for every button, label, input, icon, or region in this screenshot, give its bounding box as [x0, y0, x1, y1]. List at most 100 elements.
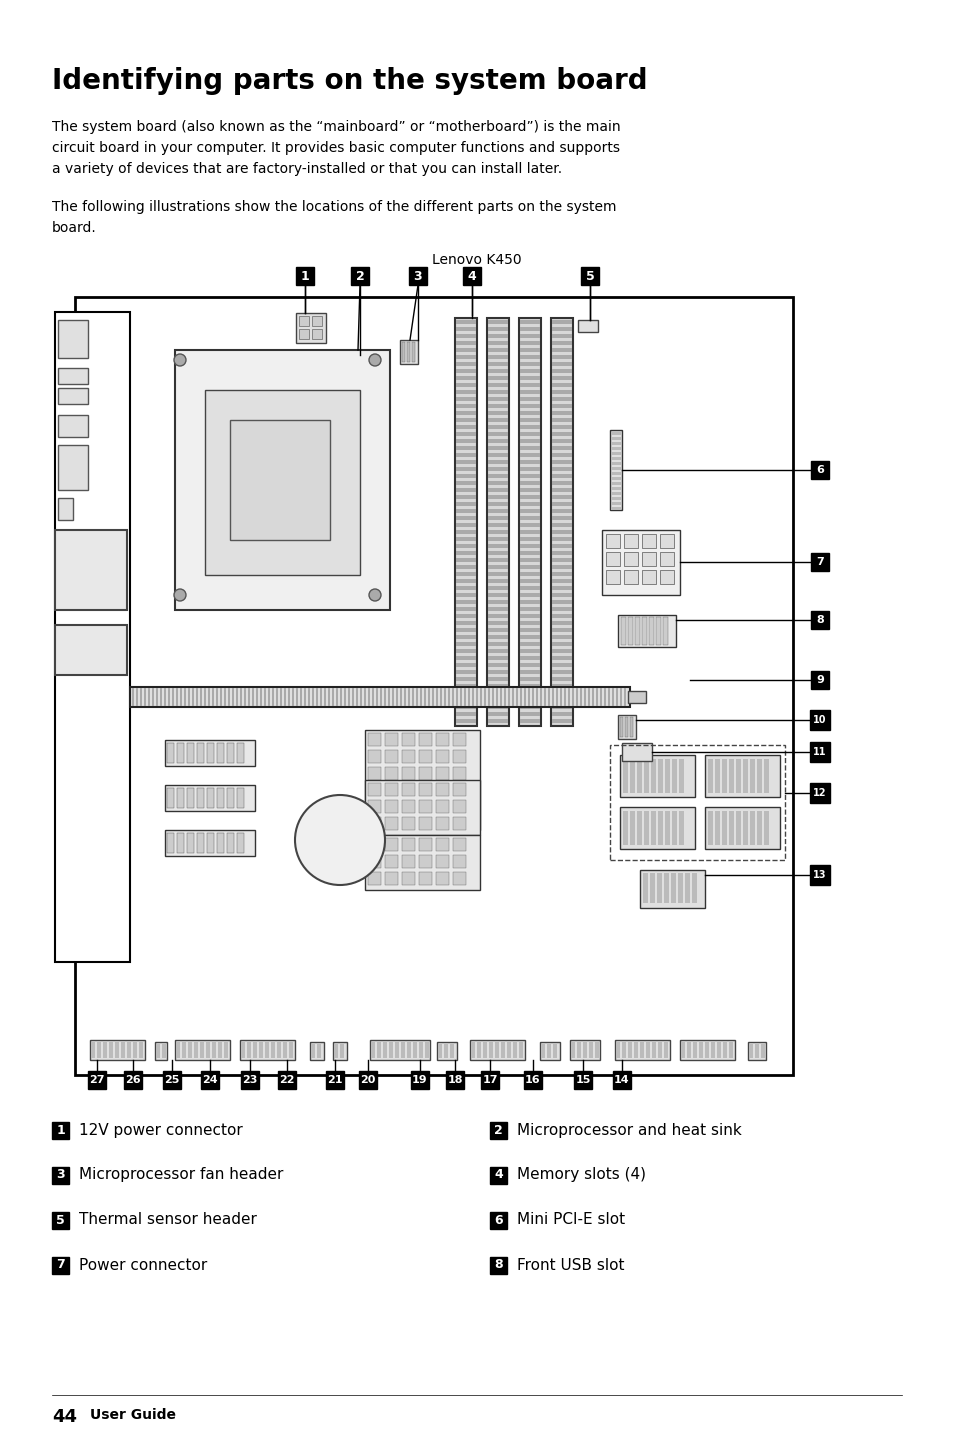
Bar [97, 1043, 101, 1059]
Bar [401, 838, 415, 851]
Text: 44: 44 [52, 1408, 77, 1426]
Bar [332, 688, 334, 706]
Bar [368, 800, 380, 813]
Bar [578, 319, 598, 333]
Bar [567, 688, 569, 706]
Bar [212, 1043, 215, 1059]
Text: 6: 6 [494, 1214, 502, 1227]
Bar [488, 369, 507, 373]
Bar [456, 391, 476, 393]
Bar [88, 1072, 106, 1089]
Bar [456, 510, 476, 513]
Bar [187, 788, 193, 807]
Bar [488, 698, 507, 701]
Bar [610, 486, 620, 489]
Bar [401, 343, 405, 362]
Bar [236, 833, 244, 852]
Bar [742, 812, 747, 845]
Bar [488, 530, 507, 534]
Bar [401, 733, 415, 746]
Bar [439, 688, 441, 706]
Bar [809, 865, 829, 886]
Bar [551, 318, 573, 726]
Bar [456, 649, 476, 653]
Bar [339, 688, 341, 706]
Bar [288, 688, 290, 706]
Bar [519, 677, 539, 681]
Text: 7: 7 [815, 558, 823, 566]
Bar [552, 468, 572, 470]
Text: 20: 20 [360, 1074, 375, 1085]
Bar [488, 439, 507, 443]
Bar [621, 743, 651, 761]
Bar [275, 688, 277, 706]
Bar [749, 812, 754, 845]
Bar [583, 688, 585, 706]
Bar [552, 481, 572, 485]
Bar [418, 767, 432, 780]
Bar [704, 1043, 708, 1059]
Bar [241, 1072, 258, 1089]
Bar [678, 873, 682, 903]
Bar [488, 677, 507, 681]
Bar [610, 472, 620, 475]
Bar [167, 833, 173, 852]
Text: Identifying parts on the system board: Identifying parts on the system board [52, 67, 647, 94]
Bar [488, 383, 507, 388]
Bar [519, 354, 539, 359]
Bar [519, 607, 539, 611]
Bar [428, 688, 430, 706]
Bar [488, 614, 507, 619]
Bar [453, 767, 465, 780]
Bar [552, 537, 572, 542]
Text: Microprocessor fan header: Microprocessor fan header [79, 1167, 283, 1182]
Text: 3: 3 [414, 270, 422, 283]
Bar [90, 1040, 145, 1060]
Bar [519, 698, 539, 701]
Bar [403, 688, 406, 706]
Bar [488, 719, 507, 723]
Bar [453, 838, 465, 851]
Bar [552, 433, 572, 436]
Bar [488, 649, 507, 653]
Bar [623, 552, 638, 566]
Bar [456, 327, 476, 331]
Bar [714, 812, 720, 845]
Bar [662, 617, 667, 645]
Bar [559, 688, 561, 706]
Bar [368, 784, 380, 797]
Bar [55, 312, 130, 963]
Bar [260, 688, 262, 706]
Bar [204, 688, 206, 706]
Bar [456, 530, 476, 534]
Bar [456, 587, 476, 590]
Bar [613, 1072, 630, 1089]
Bar [355, 688, 357, 706]
Bar [519, 383, 539, 388]
Bar [527, 688, 530, 706]
Bar [456, 711, 476, 716]
Bar [456, 404, 476, 408]
Bar [552, 383, 572, 388]
Bar [207, 833, 213, 852]
Bar [419, 688, 421, 706]
Text: 1: 1 [56, 1124, 65, 1137]
Bar [488, 481, 507, 485]
Bar [624, 717, 627, 738]
Bar [488, 565, 507, 569]
Bar [244, 688, 246, 706]
Bar [385, 751, 397, 762]
Bar [552, 327, 572, 331]
Bar [368, 817, 380, 831]
Bar [480, 1072, 498, 1089]
Bar [334, 1044, 337, 1059]
Bar [312, 330, 322, 338]
Bar [418, 783, 432, 796]
Bar [375, 688, 377, 706]
Bar [519, 656, 539, 661]
Bar [456, 629, 476, 632]
Bar [368, 733, 380, 746]
Bar [172, 688, 173, 706]
Bar [252, 688, 253, 706]
Bar [577, 1043, 580, 1059]
